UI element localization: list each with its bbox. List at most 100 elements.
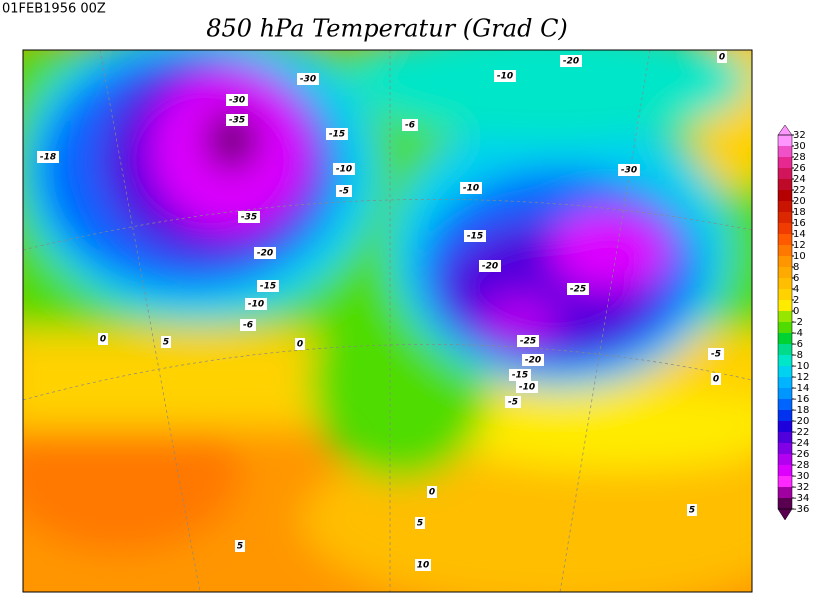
contour-label-box: [235, 540, 245, 552]
colorbar-band: [778, 487, 792, 499]
colorbar-tick-label: -4: [793, 328, 803, 339]
map-frame: [22, 49, 753, 593]
contour-label: -18: [40, 153, 56, 163]
colorbar-band: [778, 212, 792, 224]
colorbar-band: [778, 421, 792, 433]
colorbar-band: [778, 267, 792, 279]
colorbar-band: [778, 344, 792, 356]
colorbar-band: [778, 179, 792, 191]
colorbar-band: [778, 278, 792, 290]
colorbar-band: [778, 432, 792, 444]
contour-label-box: [226, 94, 248, 106]
colorbar-tick-label: -28: [793, 460, 809, 471]
colorbar-tick-label: 20: [793, 196, 806, 207]
colorbar-band: [778, 333, 792, 345]
contour-label-box: [240, 319, 256, 331]
contour-label: -20: [257, 249, 273, 259]
contour-label: -6: [405, 121, 415, 131]
colorbar-band: [778, 168, 792, 180]
colorbar-tick-label: -14: [793, 383, 809, 394]
contour-label: 5: [689, 506, 695, 516]
contour-label-box: [238, 211, 260, 223]
contour-label-box: [479, 260, 501, 272]
colorbar-top-arrow: [777, 124, 793, 136]
contour-label-box: [460, 182, 482, 194]
colorbar-band: [778, 223, 792, 235]
contour-label-box: [297, 73, 319, 85]
colorbar-tick-label: 14: [793, 229, 806, 240]
colorbar-tick-label: -24: [793, 438, 809, 449]
contour-label-box: [245, 298, 267, 310]
colorbar-tick-label: 24: [793, 174, 806, 185]
contour-label-box: [427, 486, 437, 498]
contour-label: -30: [229, 96, 245, 106]
colorbar-tick-label: 4: [793, 284, 799, 295]
contour-label-box: [509, 369, 531, 381]
contour-label-box: [295, 338, 305, 350]
contour-label: 0: [297, 340, 303, 350]
colorbar-tick-label: -18: [793, 405, 809, 416]
graticule: [23, 50, 752, 592]
colorbar-tick-label: -16: [793, 394, 809, 405]
contour-label: 0: [719, 53, 725, 63]
contour-label: 5: [237, 542, 243, 552]
colorbar-band: [778, 399, 792, 411]
contour-label-box: [37, 151, 59, 163]
contour-label: -35: [229, 116, 245, 126]
contour-label-box: [711, 373, 721, 385]
colorbar-tick-label: 2: [793, 295, 799, 306]
contour-label: -20: [563, 57, 579, 67]
colorbar-tick-label: -34: [793, 493, 809, 504]
colorbar-tick-label: -8: [793, 350, 803, 361]
colorbar-band: [778, 311, 792, 323]
colorbar-band: [778, 234, 792, 246]
colorbar-tick-label: -30: [793, 471, 809, 482]
colorbar-band: [778, 157, 792, 169]
temperature-field: [23, 50, 752, 592]
colorbar-band: [778, 300, 792, 312]
contour-label-box: [522, 354, 544, 366]
contour-label-box: [226, 114, 248, 126]
contour-label: -25: [520, 337, 536, 347]
colorbar-tick-label: -6: [793, 339, 803, 350]
colorbar-band: [778, 388, 792, 400]
colorbar-tick-label: -36: [793, 504, 809, 515]
contour-label: -10: [519, 383, 535, 393]
colorbar-band: [778, 201, 792, 213]
contour-label: 10: [417, 561, 430, 571]
colorbar-band: [778, 465, 792, 477]
colorbar-tick-label: 26: [793, 163, 806, 174]
colorbar-band: [778, 366, 792, 378]
colorbar-band: [778, 135, 792, 147]
contour-label-box: [326, 128, 348, 140]
contour-label-box: [415, 559, 431, 571]
contour-label: -5: [711, 350, 721, 360]
contour-label: -5: [339, 187, 349, 197]
contour-label: -15: [329, 130, 345, 140]
contour-label-box: [505, 396, 521, 408]
contour-label-box: [687, 504, 697, 516]
contour-label: -5: [508, 398, 518, 408]
colorbar-tick-label: 12: [793, 240, 806, 251]
contour-label-box: [494, 70, 516, 82]
colorbar-tick-label: 32: [793, 130, 806, 141]
contour-label: 5: [417, 519, 423, 529]
colorbar-bottom-arrow: [777, 508, 793, 521]
colorbar-band: [778, 443, 792, 455]
colorbar-tick-label: 6: [793, 273, 799, 284]
contour-label: -10: [463, 184, 479, 194]
colorbar-tick-label: -10: [793, 361, 809, 372]
contour-label: -15: [467, 232, 483, 242]
contour-label: 0: [429, 488, 435, 498]
colorbar-tick-label: 10: [793, 251, 806, 262]
colorbar-tick-label: 28: [793, 152, 806, 163]
colorbar-band: [778, 498, 792, 510]
colorbar-band: [778, 256, 792, 268]
colorbar-tick-label: 30: [793, 141, 806, 152]
colorbar-band: [778, 377, 792, 389]
contour-label-box: [402, 119, 418, 131]
contour-label-box: [254, 247, 276, 259]
colorbar-band: [778, 245, 792, 257]
colorbar-tick-label: -2: [793, 317, 803, 328]
